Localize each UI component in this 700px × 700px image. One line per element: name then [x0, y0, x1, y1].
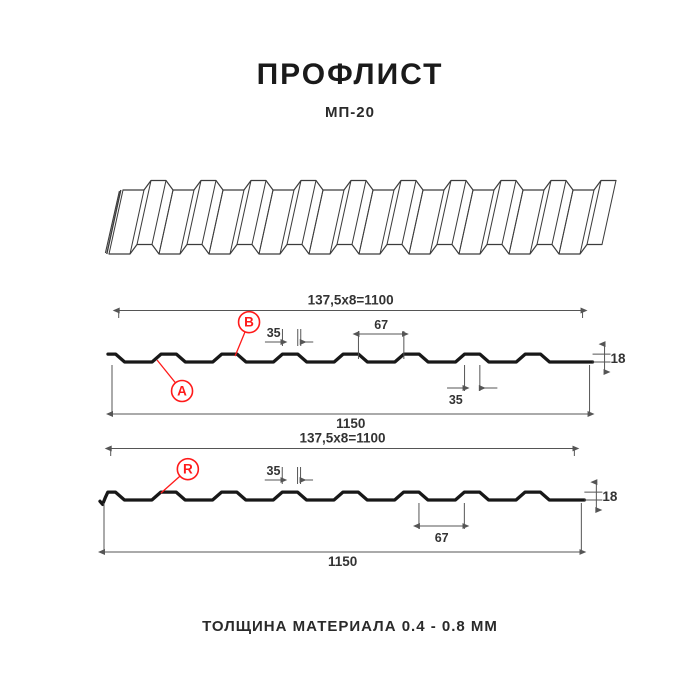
svg-text:A: A — [177, 384, 187, 399]
svg-text:1150: 1150 — [336, 416, 365, 431]
svg-text:137,5x8=1100: 137,5x8=1100 — [308, 293, 394, 308]
svg-text:18: 18 — [602, 489, 618, 504]
svg-text:B: B — [244, 315, 254, 330]
svg-text:1150: 1150 — [328, 554, 357, 569]
svg-text:67: 67 — [374, 318, 388, 332]
svg-text:35: 35 — [267, 464, 281, 478]
svg-text:18: 18 — [611, 351, 627, 366]
svg-text:35: 35 — [267, 326, 281, 340]
svg-text:R: R — [183, 462, 193, 477]
svg-text:67: 67 — [435, 531, 449, 545]
svg-text:35: 35 — [449, 393, 463, 407]
svg-text:137,5x8=1100: 137,5x8=1100 — [300, 431, 386, 446]
